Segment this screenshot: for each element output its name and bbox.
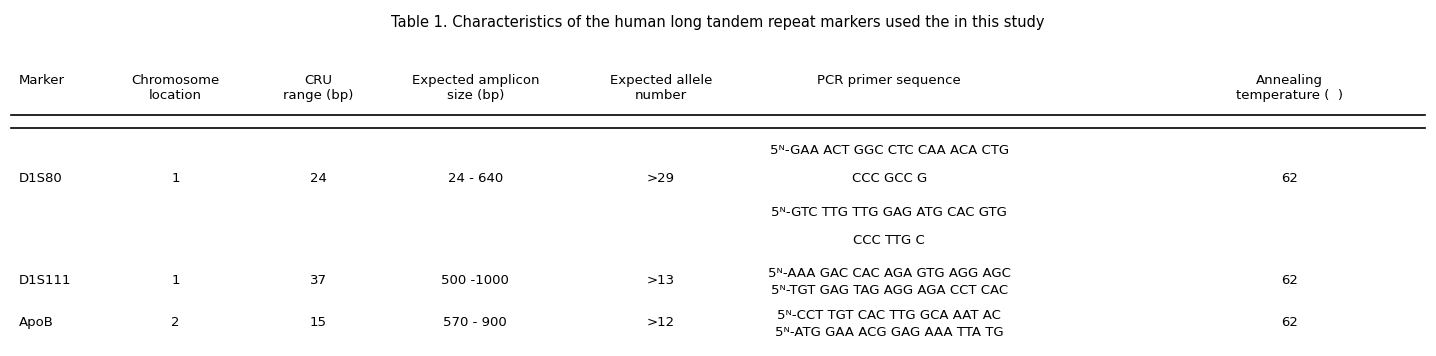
Text: CRU
range (bp): CRU range (bp) bbox=[283, 74, 353, 102]
Text: >12: >12 bbox=[646, 316, 675, 329]
Text: D1S111: D1S111 bbox=[19, 274, 70, 287]
Text: 5ᴺ-ATG GAA ACG GAG AAA TTA TG: 5ᴺ-ATG GAA ACG GAG AAA TTA TG bbox=[775, 326, 1004, 339]
Text: Expected amplicon
size (bp): Expected amplicon size (bp) bbox=[412, 74, 538, 102]
Text: 570 - 900: 570 - 900 bbox=[444, 316, 507, 329]
Text: 37: 37 bbox=[310, 274, 327, 287]
Text: Chromosome
location: Chromosome location bbox=[131, 74, 220, 102]
Text: Table 1. Characteristics of the human long tandem repeat markers used the in thi: Table 1. Characteristics of the human lo… bbox=[391, 15, 1045, 30]
Text: 2: 2 bbox=[171, 316, 180, 329]
Text: 5ᴺ-TGT GAG TAG AGG AGA CCT CAC: 5ᴺ-TGT GAG TAG AGG AGA CCT CAC bbox=[771, 284, 1008, 298]
Text: 5ᴺ-CCT TGT CAC TTG GCA AAT AC: 5ᴺ-CCT TGT CAC TTG GCA AAT AC bbox=[777, 309, 1001, 322]
Text: 5ᴺ-GTC TTG TTG GAG ATG CAC GTG: 5ᴺ-GTC TTG TTG GAG ATG CAC GTG bbox=[771, 206, 1007, 219]
Text: 24 - 640: 24 - 640 bbox=[448, 172, 503, 184]
Text: Annealing
temperature (  ): Annealing temperature ( ) bbox=[1235, 74, 1343, 102]
Text: 15: 15 bbox=[310, 316, 327, 329]
Text: ApoB: ApoB bbox=[19, 316, 53, 329]
Text: 500 -1000: 500 -1000 bbox=[441, 274, 510, 287]
Text: Expected allele
number: Expected allele number bbox=[610, 74, 712, 102]
Text: 5ᴺ-GAA ACT GGC CTC CAA ACA CTG: 5ᴺ-GAA ACT GGC CTC CAA ACA CTG bbox=[770, 144, 1010, 157]
Text: >13: >13 bbox=[646, 274, 675, 287]
Text: 1: 1 bbox=[171, 274, 180, 287]
Text: D1S80: D1S80 bbox=[19, 172, 62, 184]
Text: CCC GCC G: CCC GCC G bbox=[852, 172, 928, 184]
Text: 5ᴺ-AAA GAC CAC AGA GTG AGG AGC: 5ᴺ-AAA GAC CAC AGA GTG AGG AGC bbox=[768, 267, 1011, 280]
Text: >29: >29 bbox=[646, 172, 675, 184]
Text: 62: 62 bbox=[1281, 316, 1298, 329]
Text: 1: 1 bbox=[171, 172, 180, 184]
Text: 62: 62 bbox=[1281, 172, 1298, 184]
Text: 24: 24 bbox=[310, 172, 327, 184]
Text: CCC TTG C: CCC TTG C bbox=[853, 234, 925, 247]
Text: Marker: Marker bbox=[19, 74, 65, 87]
Text: 62: 62 bbox=[1281, 274, 1298, 287]
Text: PCR primer sequence: PCR primer sequence bbox=[817, 74, 961, 87]
